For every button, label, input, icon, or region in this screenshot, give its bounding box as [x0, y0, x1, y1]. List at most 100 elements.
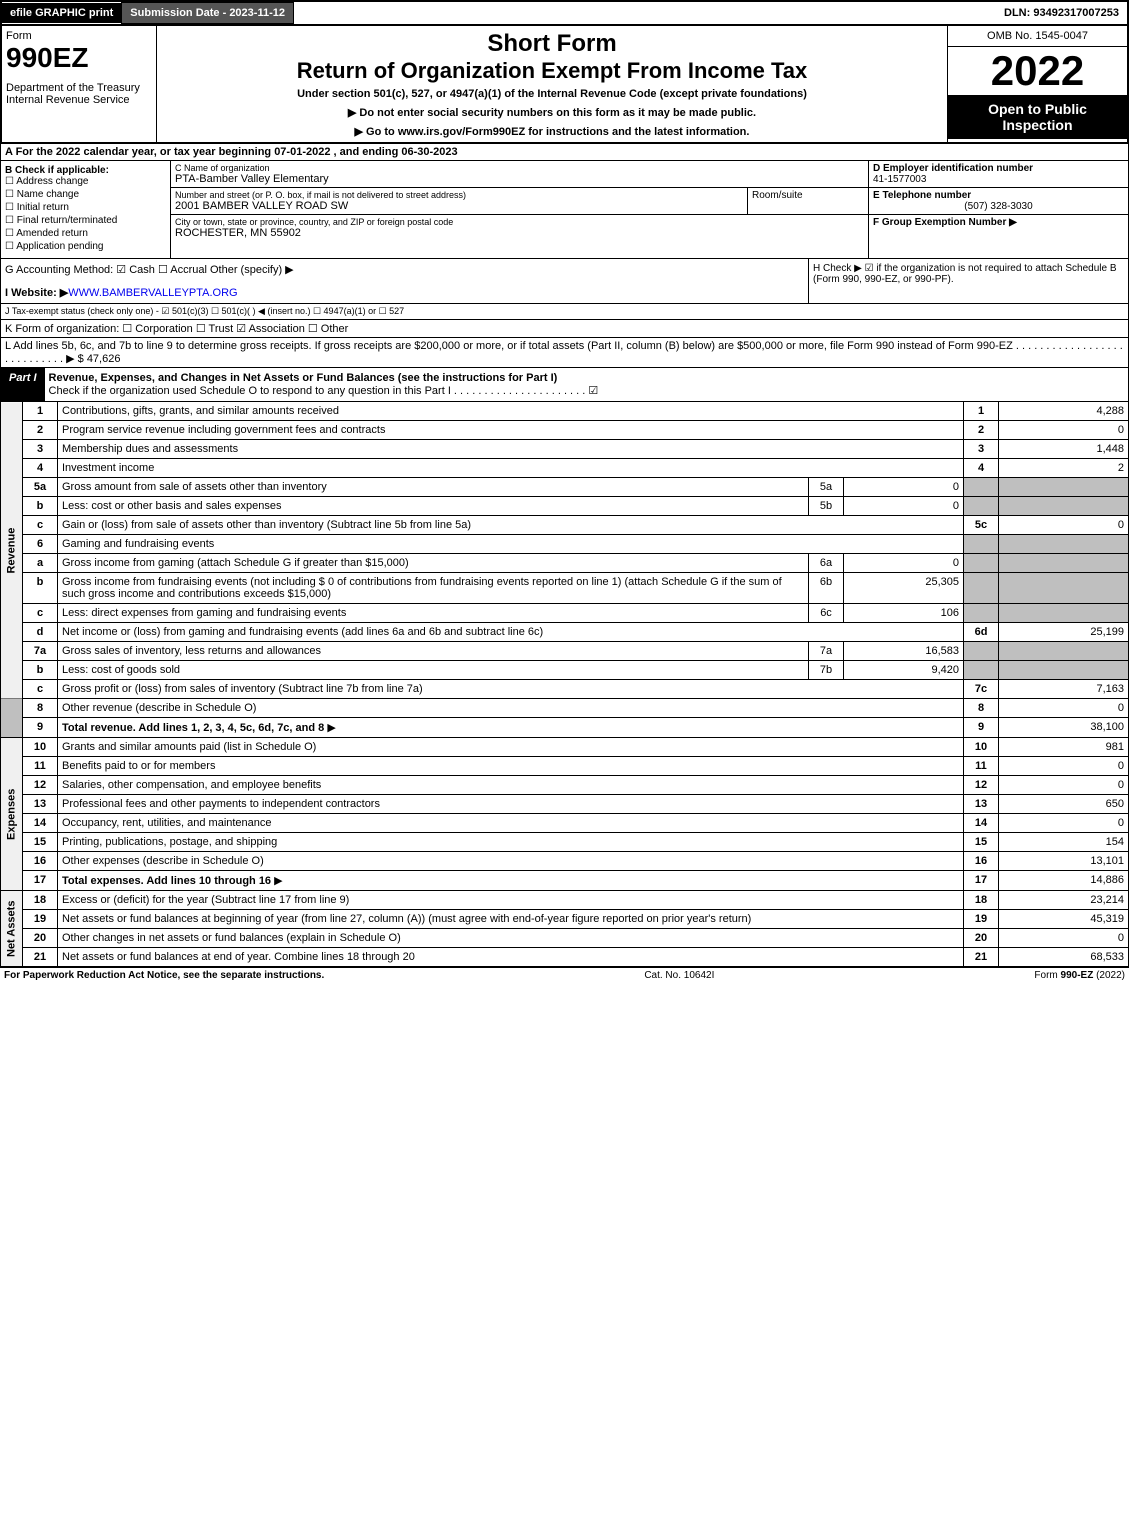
ln-9-rnum: 9: [964, 718, 999, 738]
ln-17-num: 17: [23, 871, 58, 891]
ln-8-desc: Other revenue (describe in Schedule O): [58, 699, 964, 718]
ln-20-rnum: 20: [964, 929, 999, 948]
c-city-label: City or town, state or province, country…: [175, 217, 864, 227]
ln-11-num: 11: [23, 757, 58, 776]
open-public-badge: Open to Public Inspection: [948, 95, 1127, 139]
ln-19-desc: Net assets or fund balances at beginning…: [58, 910, 964, 929]
tax-year: 2022: [948, 47, 1127, 95]
ln-6d-desc: Net income or (loss) from gaming and fun…: [58, 623, 964, 642]
goto-link[interactable]: ▶ Go to www.irs.gov/Form990EZ for instru…: [161, 125, 943, 138]
ln-6c-mnum: 6c: [809, 604, 844, 623]
ln-2-desc: Program service revenue including govern…: [58, 421, 964, 440]
org-name: PTA-Bamber Valley Elementary: [175, 173, 864, 185]
top-bar: efile GRAPHIC print Submission Date - 20…: [0, 0, 1129, 26]
ln-18-val: 23,214: [999, 891, 1129, 910]
ln-5c-desc: Gain or (loss) from sale of assets other…: [58, 516, 964, 535]
ln-12-desc: Salaries, other compensation, and employ…: [58, 776, 964, 795]
ln-2-rnum: 2: [964, 421, 999, 440]
ln-5a-num: 5a: [23, 478, 58, 497]
netassets-side-label: Net Assets: [1, 891, 23, 967]
ln-1-num: 1: [23, 402, 58, 421]
ln-5c-rnum: 5c: [964, 516, 999, 535]
ln-14-val: 0: [999, 814, 1129, 833]
ln-7b-mnum: 7b: [809, 661, 844, 680]
j-tax-exempt: J Tax-exempt status (check only one) - ☑…: [0, 304, 1129, 320]
ln-21-desc: Net assets or fund balances at end of ye…: [58, 948, 964, 967]
ln-2-val: 0: [999, 421, 1129, 440]
footer-right: Form 990-EZ (2022): [1034, 970, 1125, 981]
ln-6a-num: a: [23, 554, 58, 573]
part-1-table: Revenue 1 Contributions, gifts, grants, …: [0, 402, 1129, 967]
under-section: Under section 501(c), 527, or 4947(a)(1)…: [161, 88, 943, 100]
ln-7c-val: 7,163: [999, 680, 1129, 699]
ln-20-val: 0: [999, 929, 1129, 948]
ln-3-rnum: 3: [964, 440, 999, 459]
ln-14-desc: Occupancy, rent, utilities, and maintena…: [58, 814, 964, 833]
ln-16-rnum: 16: [964, 852, 999, 871]
ln-18-num: 18: [23, 891, 58, 910]
c-addr-label: Number and street (or P. O. box, if mail…: [175, 190, 743, 200]
return-title: Return of Organization Exempt From Incom…: [161, 58, 943, 84]
form-label: Form: [6, 30, 152, 42]
h-check: H Check ▶ ☑ if the organization is not r…: [808, 259, 1128, 303]
ln-20-desc: Other changes in net assets or fund bala…: [58, 929, 964, 948]
chk-application-pending[interactable]: ☐ Application pending: [5, 241, 166, 252]
c-name-label: C Name of organization: [175, 163, 864, 173]
ln-17-val: 14,886: [999, 871, 1129, 891]
ln-5b-mnum: 5b: [809, 497, 844, 516]
ln-6b-mnum: 6b: [809, 573, 844, 604]
form-number: 990EZ: [6, 42, 152, 74]
e-label: E Telephone number: [873, 190, 971, 201]
ln-11-desc: Benefits paid to or for members: [58, 757, 964, 776]
ln-10-val: 981: [999, 738, 1129, 757]
ln-12-rnum: 12: [964, 776, 999, 795]
form-header: Form 990EZ Department of the Treasury In…: [0, 26, 1129, 144]
chk-final-return[interactable]: ☐ Final return/terminated: [5, 215, 166, 226]
section-gh: G Accounting Method: ☑ Cash ☐ Accrual Ot…: [0, 259, 1129, 304]
ln-6-desc: Gaming and fundraising events: [58, 535, 964, 554]
ln-5a-mnum: 5a: [809, 478, 844, 497]
ln-14-rnum: 14: [964, 814, 999, 833]
chk-amended-return[interactable]: ☐ Amended return: [5, 228, 166, 239]
part-1-label: Part I: [1, 368, 45, 401]
part-1-title: Revenue, Expenses, and Changes in Net As…: [49, 372, 558, 384]
ln-10-desc: Grants and similar amounts paid (list in…: [58, 738, 964, 757]
ln-5b-desc: Less: cost or other basis and sales expe…: [58, 497, 809, 516]
l-gross-receipts: L Add lines 5b, 6c, and 7b to line 9 to …: [0, 338, 1129, 368]
ln-5b-num: b: [23, 497, 58, 516]
chk-address-change[interactable]: ☐ Address change: [5, 176, 166, 187]
ln-20-num: 20: [23, 929, 58, 948]
k-form-org: K Form of organization: ☐ Corporation ☐ …: [0, 320, 1129, 338]
ln-4-desc: Investment income: [58, 459, 964, 478]
ln-7a-mnum: 7a: [809, 642, 844, 661]
ln-13-val: 650: [999, 795, 1129, 814]
ln-4-rnum: 4: [964, 459, 999, 478]
ln-16-desc: Other expenses (describe in Schedule O): [58, 852, 964, 871]
ln-13-desc: Professional fees and other payments to …: [58, 795, 964, 814]
ln-9-num: 9: [23, 718, 58, 738]
ln-7b-mval: 9,420: [844, 661, 964, 680]
ln-6b-desc: Gross income from fundraising events (no…: [58, 573, 809, 604]
short-form-title: Short Form: [161, 30, 943, 58]
website-link[interactable]: WWW.BAMBERVALLEYPTA.ORG: [68, 287, 237, 299]
omb-number: OMB No. 1545-0047: [948, 26, 1127, 47]
ln-14-num: 14: [23, 814, 58, 833]
efile-print-button[interactable]: efile GRAPHIC print: [2, 3, 121, 23]
expenses-side-label: Expenses: [1, 738, 23, 891]
ln-15-desc: Printing, publications, postage, and shi…: [58, 833, 964, 852]
chk-name-change[interactable]: ☐ Name change: [5, 189, 166, 200]
ln-15-rnum: 15: [964, 833, 999, 852]
room-suite-label: Room/suite: [748, 188, 868, 214]
ln-7c-desc: Gross profit or (loss) from sales of inv…: [58, 680, 964, 699]
ln-6d-num: d: [23, 623, 58, 642]
department-label: Department of the Treasury Internal Reve…: [6, 82, 152, 106]
ln-8-rnum: 8: [964, 699, 999, 718]
ln-15-num: 15: [23, 833, 58, 852]
ein-value: 41-1577003: [873, 174, 926, 185]
ln-12-val: 0: [999, 776, 1129, 795]
ln-19-rnum: 19: [964, 910, 999, 929]
ln-6b-num: b: [23, 573, 58, 604]
ln-7b-num: b: [23, 661, 58, 680]
chk-initial-return[interactable]: ☐ Initial return: [5, 202, 166, 213]
b-label: B Check if applicable:: [5, 165, 109, 176]
